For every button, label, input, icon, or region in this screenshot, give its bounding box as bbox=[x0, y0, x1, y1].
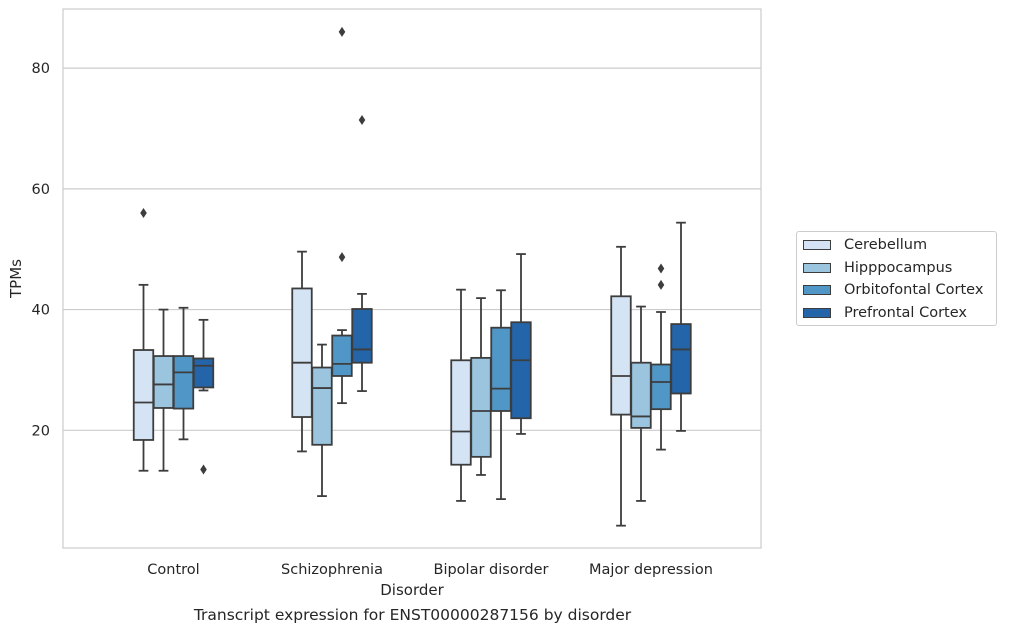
legend-item: Orbitofontal Cortex bbox=[803, 280, 983, 300]
outlier-point bbox=[338, 252, 346, 263]
box-iqr bbox=[630, 361, 652, 429]
box-iqr bbox=[490, 326, 512, 412]
box-series bbox=[132, 26, 692, 527]
box bbox=[630, 305, 652, 502]
box-iqr bbox=[132, 349, 155, 441]
box bbox=[650, 263, 672, 451]
y-tick-label: 20 bbox=[32, 423, 50, 439]
box-iqr bbox=[610, 295, 632, 416]
box-iqr bbox=[510, 321, 532, 420]
y-tick-label: 40 bbox=[32, 303, 50, 319]
box bbox=[331, 26, 353, 405]
box-iqr bbox=[470, 356, 492, 458]
x-tick-label: Bipolar disorder bbox=[434, 562, 549, 578]
x-axis-label: Disorder bbox=[380, 581, 444, 599]
box bbox=[351, 115, 373, 392]
box-iqr bbox=[291, 287, 313, 418]
x-axis-ticks: Control Schizophrenia Bipolar disorder Majo… bbox=[147, 562, 713, 578]
legend-swatch bbox=[803, 307, 831, 318]
box-iqr bbox=[670, 323, 692, 395]
box-iqr bbox=[450, 359, 472, 466]
legend-item: Hipppocampus bbox=[803, 258, 952, 278]
series-prefrontal-cortex bbox=[192, 115, 692, 475]
legend-label: Orbitofontal Cortex bbox=[844, 282, 984, 298]
outlier-point bbox=[657, 279, 665, 290]
box-iqr bbox=[351, 308, 373, 364]
outlier-point bbox=[338, 26, 346, 37]
y-tick-label: 80 bbox=[32, 61, 50, 77]
box-iqr bbox=[650, 363, 672, 411]
legend-swatch bbox=[803, 262, 831, 273]
series-hipppocampus bbox=[152, 297, 652, 502]
box-iqr bbox=[152, 355, 175, 409]
box-iqr bbox=[192, 357, 215, 389]
box bbox=[192, 318, 215, 475]
box bbox=[152, 308, 175, 472]
box bbox=[311, 343, 333, 497]
legend-swatch bbox=[803, 285, 831, 295]
box bbox=[510, 253, 532, 435]
box bbox=[291, 250, 313, 453]
box bbox=[610, 245, 632, 527]
chart-title: Transcript expression for ENST0000028715… bbox=[193, 606, 632, 624]
box bbox=[470, 297, 492, 476]
outlier-point bbox=[657, 263, 665, 274]
box-iqr bbox=[311, 366, 333, 446]
outlier-point bbox=[200, 464, 207, 475]
y-axis-ticks: 20 40 60 80 bbox=[32, 61, 50, 439]
legend-label: Prefrontal Cortex bbox=[844, 304, 967, 321]
outlier-point bbox=[140, 208, 147, 219]
legend-label: Cerebellum bbox=[844, 237, 928, 253]
legend-item: Prefrontal Cortex bbox=[803, 303, 967, 323]
box-iqr bbox=[331, 334, 353, 377]
legend-label: Hipppocampus bbox=[844, 259, 953, 276]
plot-frame bbox=[62, 8, 762, 549]
x-tick-label: Control bbox=[147, 562, 199, 578]
box bbox=[172, 306, 195, 441]
legend-swatch bbox=[803, 240, 831, 250]
box bbox=[132, 208, 155, 472]
box bbox=[490, 289, 512, 501]
y-axis-label: TPMs bbox=[7, 259, 25, 299]
legend-item: Cerebellum bbox=[803, 235, 927, 255]
y-tick-label: 60 bbox=[32, 182, 50, 198]
series-orbitofontal-cortex bbox=[172, 26, 672, 501]
x-tick-label: Schizophrenia bbox=[281, 562, 383, 578]
legend: Cerebellum Hipppocampus Orbitofontal Corte… bbox=[796, 231, 997, 326]
outlier-point bbox=[358, 115, 366, 126]
series-cerebellum bbox=[132, 208, 632, 527]
box-iqr bbox=[172, 355, 195, 410]
box bbox=[670, 221, 692, 432]
box bbox=[450, 288, 472, 502]
gridlines bbox=[63, 67, 761, 431]
x-tick-label: Major depression bbox=[589, 562, 713, 578]
